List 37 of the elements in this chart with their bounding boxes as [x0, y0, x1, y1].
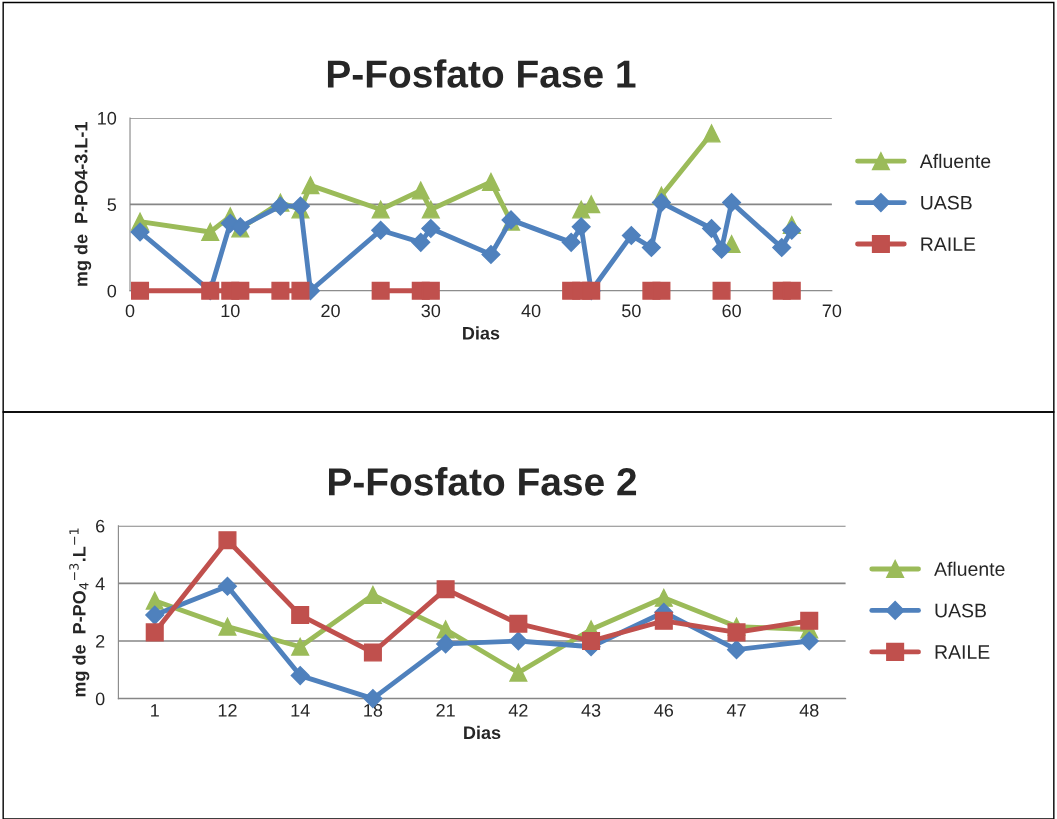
x-tick-label: 42	[508, 703, 528, 717]
legend-label: Afluente	[934, 561, 1005, 576]
x-tick-label: 14	[291, 704, 310, 717]
x-tick-label: 12	[218, 703, 237, 717]
chart-title: P-Fosfato Fase 1	[327, 59, 636, 88]
x-axis-title: Dias	[463, 326, 500, 340]
chart-title: P-Fosfato Fase 2	[329, 467, 637, 496]
x-tick-label: 21	[436, 703, 455, 717]
x-tick-label: 46	[654, 703, 674, 717]
x-tick-label: 43	[581, 703, 601, 717]
x-tick-label: 40	[521, 304, 541, 318]
y-tick-label: 0	[107, 284, 117, 298]
legend-label: RAILE	[921, 237, 976, 251]
y-tick-label: 5	[107, 198, 117, 212]
legend-label: UASB	[921, 195, 972, 210]
y-tick-label: 0	[95, 692, 105, 706]
legend-label: RAILE	[935, 645, 990, 659]
x-tick-label: 70	[822, 304, 842, 318]
y-axis-title: mg de P-PO4-3.L-1	[74, 122, 92, 286]
x-tick-label: 10	[221, 304, 240, 318]
x-tick-label: 47	[726, 704, 746, 717]
x-tick-label: 60	[722, 304, 741, 318]
x-tick-label: 48	[799, 703, 819, 717]
legend-label: UASB	[935, 603, 986, 618]
x-tick-label: 30	[421, 304, 441, 318]
y-tick-label: 2	[96, 634, 105, 648]
y-axis-title: mg de P-PO$_{4}$$^{−3}$.L$^{−1}$	[69, 528, 90, 697]
y-tick-label: 4	[95, 577, 105, 590]
x-tick-label: 1	[151, 704, 159, 717]
x-tick-label: 20	[321, 304, 340, 318]
legend-label: Afluente	[919, 153, 991, 169]
x-tick-label: 18	[364, 703, 383, 717]
x-tick-label: 0	[125, 304, 135, 318]
x-axis-title: Dias	[464, 725, 501, 740]
x-tick-label: 50	[622, 304, 641, 318]
y-tick-label: 10	[98, 111, 117, 125]
y-tick-label: 6	[96, 519, 105, 533]
